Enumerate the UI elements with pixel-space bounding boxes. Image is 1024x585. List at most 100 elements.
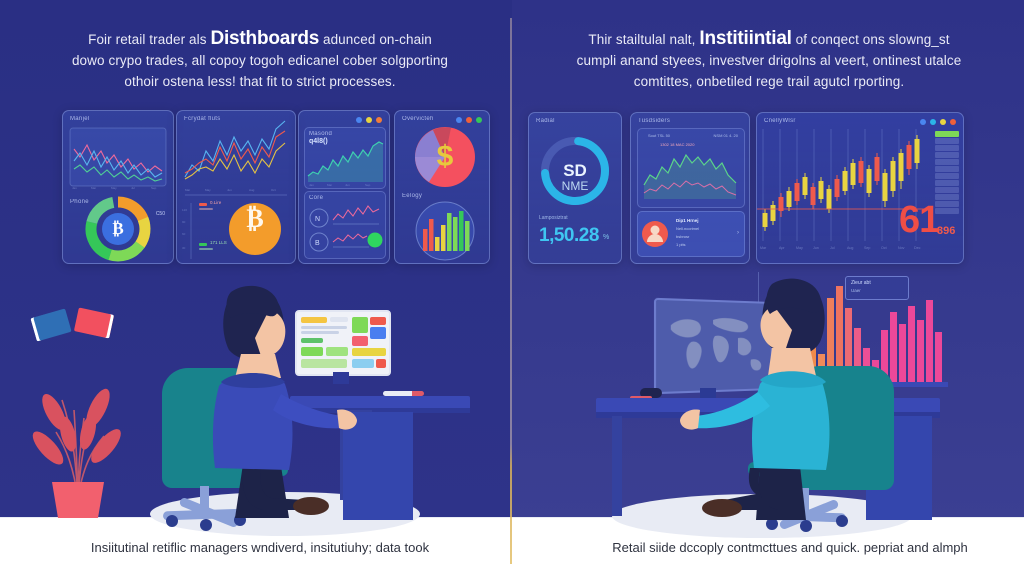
svg-text:120: 120	[182, 208, 187, 212]
price-ladder[interactable]	[935, 131, 959, 215]
dot-cyan[interactable]	[930, 119, 936, 125]
panel-volatility-btc[interactable]: Fcrydat fluts Mar May Jun Aug Oct 120 90 60 30	[176, 110, 296, 264]
tile	[352, 336, 368, 346]
panel-ring-gauge[interactable]: Radial SD NME Lamposiztrat 1,50.28 %	[528, 112, 622, 264]
dot-yellow[interactable]	[366, 117, 372, 123]
trend-info-card[interactable]: Dip1 Hrnej Nell.ncorimel bsbrosr 1 pits …	[637, 211, 745, 257]
svg-text:30: 30	[182, 246, 186, 250]
dot-blue[interactable]	[456, 117, 462, 123]
desk-pedestal-left	[343, 412, 413, 520]
ladder-cell[interactable]	[935, 180, 959, 186]
header-left-post: adunced on-chain	[322, 32, 432, 47]
panel-multiline-donut[interactable]: Manjel Jan Mar May Jul Sep ₿ Pho	[62, 110, 174, 264]
panel-subtitle: Eelogy	[402, 193, 423, 199]
tile	[301, 317, 327, 323]
trend-meta-left: Sout TSL 50	[648, 133, 671, 138]
area-chart: Jan Mar Jun Sep	[307, 141, 384, 187]
svg-text:Jul: Jul	[830, 246, 835, 250]
svg-text:Dec: Dec	[914, 246, 921, 250]
tile	[326, 347, 348, 356]
tooltip-line2: Uaer	[851, 288, 861, 293]
ladder-cell[interactable]	[935, 201, 959, 207]
legend-loss-label: 0.Lire	[210, 200, 222, 205]
caption-right: Retail siide dccoply contmcttues and qui…	[612, 540, 968, 555]
candle-big-value-sub: 396	[937, 225, 956, 237]
trend-area-chart	[643, 153, 737, 199]
panel-trend[interactable]: Tusdsiders Sout TSL 50 NSM 01 4. 20 1302…	[630, 112, 750, 264]
panel-title: Radial	[536, 118, 555, 124]
svg-text:Mar: Mar	[327, 183, 332, 187]
gauge-stat-suffix: %	[603, 234, 610, 241]
ladder-cell[interactable]	[935, 194, 959, 200]
tile	[301, 326, 347, 329]
person-right	[660, 272, 860, 520]
panel-pie-bar[interactable]: Overvicteh	[394, 110, 490, 264]
chair-wheel	[766, 518, 778, 530]
ladder-cell[interactable]	[935, 138, 959, 144]
dot-green[interactable]	[476, 117, 482, 123]
info-card-line3: bsbrosr	[676, 234, 690, 239]
svg-text:Jun: Jun	[813, 246, 819, 250]
donut-chart	[85, 196, 151, 262]
dot-orange[interactable]	[950, 119, 956, 125]
svg-text:Mar: Mar	[760, 246, 767, 250]
header-right-post: of conqect ons slowng_st	[795, 32, 950, 47]
chair-wheel	[836, 515, 848, 527]
svg-text:Aug: Aug	[249, 188, 255, 192]
chevron-right-icon[interactable]: ›	[737, 230, 739, 236]
panel-area-sparkrows[interactable]: Masond q4l8() Jan Mar Jun Sep Core N B	[298, 110, 390, 264]
header-right-keyword: Institiintial	[699, 28, 792, 49]
multiline-chart: Jan Mar May Jul Sep	[69, 127, 167, 262]
info-card-line2: Nell.ncorimel	[676, 226, 700, 231]
panel-title: Fcrydat fluts	[184, 116, 221, 122]
mouse-right[interactable]	[640, 388, 662, 398]
svg-text:May: May	[796, 246, 803, 250]
svg-text:60: 60	[182, 232, 186, 236]
ladder-cell[interactable]	[935, 208, 959, 214]
dot-yellow[interactable]	[940, 119, 946, 125]
candle-big-value: 61	[899, 199, 940, 241]
svg-text:Oct: Oct	[271, 188, 276, 192]
tile	[301, 347, 323, 356]
dot-blue[interactable]	[356, 117, 362, 123]
header-left-keyword: Disthboards	[210, 28, 320, 49]
chair-wheel	[800, 520, 812, 532]
center-divider	[510, 18, 512, 564]
svg-text:Oct: Oct	[881, 246, 887, 250]
stylus-tip-left	[412, 391, 424, 396]
dot-orange[interactable]	[466, 117, 472, 123]
svg-text:Sep: Sep	[864, 246, 870, 250]
monitor-left[interactable]	[295, 310, 391, 376]
svg-text:Mar: Mar	[91, 186, 96, 190]
panel-title: Overvicteh	[402, 116, 434, 122]
svg-text:Mar: Mar	[185, 188, 190, 192]
window-dots[interactable]	[920, 119, 956, 125]
candlestick-chart: Mar Apr May Jun Jul Aug Sep Oct Nov Dec	[757, 129, 925, 250]
trend-tag: 1302 18 MAC 2020	[660, 142, 695, 147]
panel-title: Tusdsiders	[638, 118, 671, 124]
svg-text:B: B	[315, 240, 320, 247]
dot-blue[interactable]	[920, 119, 926, 125]
ladder-cell[interactable]	[935, 187, 959, 193]
panel-title: Core	[309, 195, 324, 201]
tile	[352, 317, 368, 333]
dot-orange[interactable]	[376, 117, 382, 123]
svg-text:Apr: Apr	[779, 246, 785, 250]
panel-candlestick[interactable]: CnellyWlsr	[756, 112, 964, 264]
gauge-stat-value: 1,50.28	[539, 225, 599, 246]
svg-text:90: 90	[182, 220, 186, 224]
ladder-cell[interactable]	[935, 166, 959, 172]
window-dots[interactable]	[356, 117, 382, 123]
ladder-cell[interactable]	[935, 145, 959, 151]
window-dots[interactable]	[456, 117, 482, 123]
ladder-cell[interactable]	[935, 159, 959, 165]
ladder-cell-highlight[interactable]	[935, 131, 959, 137]
svg-text:May: May	[111, 186, 117, 190]
bar-chart-circle	[415, 201, 475, 261]
tile	[301, 359, 347, 368]
header-right-line2: cumpli anand styees, investver drigolns …	[576, 53, 962, 68]
chair-stem-right	[800, 488, 809, 520]
ladder-cell[interactable]	[935, 152, 959, 158]
ladder-cell[interactable]	[935, 173, 959, 179]
monitor-right[interactable]	[653, 297, 773, 395]
